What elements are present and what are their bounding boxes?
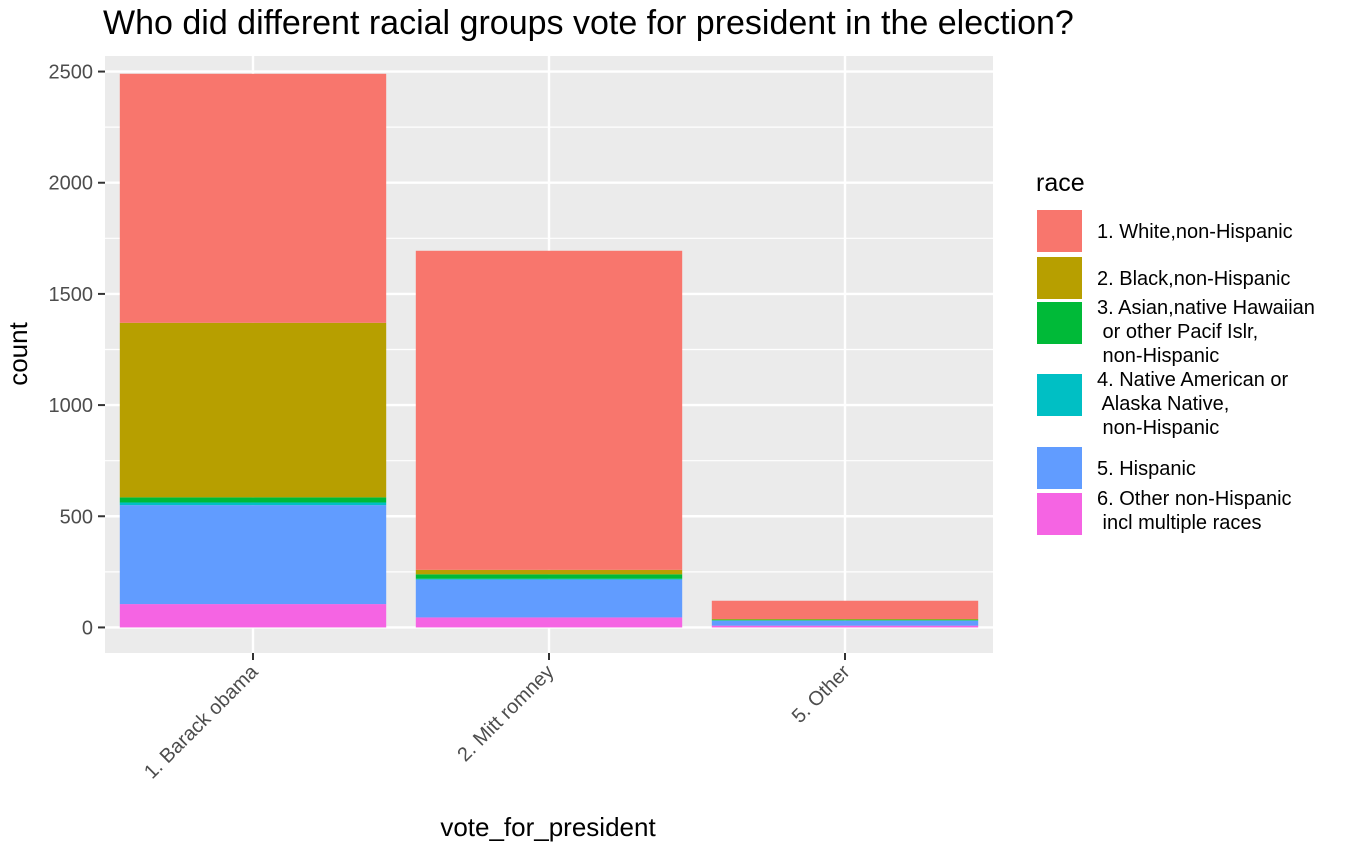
- bars: [119, 73, 979, 628]
- x-tick-label: 1. Barack obama: [140, 660, 263, 783]
- legend-label: 2. Black,non-Hispanic: [1097, 268, 1290, 290]
- legend-label: 3. Asian,native Hawaiian or other Pacif …: [1097, 297, 1315, 367]
- bar-segment: [119, 497, 387, 503]
- bar-segment: [119, 604, 387, 628]
- legend-key: [1037, 374, 1082, 416]
- x-tick-label: 2. Mitt romney: [453, 661, 558, 766]
- y-tick-label: 500: [60, 506, 93, 528]
- legend-label: 1. White,non-Hispanic: [1097, 221, 1293, 243]
- bar-segment: [415, 574, 683, 579]
- y-tick-label: 0: [82, 617, 93, 639]
- y-tick-label: 2000: [49, 173, 94, 195]
- bar-segment: [119, 73, 387, 323]
- bar-segment: [119, 505, 387, 605]
- legend-label: 4. Native American or Alaska Native, non…: [1097, 369, 1289, 439]
- legend-key: [1037, 302, 1082, 344]
- legend-key: [1037, 447, 1082, 489]
- legend: race 1. White,non-Hispanic 2. Black,non-H…: [1036, 169, 1315, 535]
- bar-segment: [711, 620, 979, 626]
- legend-label: 5. Hispanic: [1097, 458, 1196, 480]
- y-tick-label: 2500: [49, 62, 94, 84]
- bar-segment: [415, 578, 683, 580]
- y-axis-title: count: [3, 321, 33, 385]
- chart-title: Who did different racial groups vote for…: [103, 4, 1074, 42]
- bar-segment: [415, 250, 683, 570]
- bar-segment: [415, 569, 683, 575]
- bar-segment: [711, 618, 979, 620]
- legend-key: [1037, 493, 1082, 535]
- y-axis: 0 500 1000 1500 2000 2500: [49, 62, 105, 639]
- bar-segment: [711, 619, 979, 621]
- bar-segment: [711, 600, 979, 619]
- x-axis: 1. Barack obama 2. Mitt romney 5. Other: [140, 653, 855, 783]
- legend-key: [1037, 257, 1082, 299]
- x-tick-label: 5. Other: [788, 661, 855, 728]
- legend-label: 6. Other non-Hispanic incl multiple race…: [1097, 488, 1292, 534]
- bar-segment: [415, 617, 683, 628]
- bar-segment: [119, 502, 387, 506]
- bar-segment: [119, 322, 387, 498]
- bar-segment: [415, 579, 683, 618]
- legend-key: [1037, 210, 1082, 252]
- legend-title: race: [1036, 169, 1085, 197]
- x-axis-title: vote_for_president: [440, 812, 656, 842]
- bar-segment: [711, 625, 979, 628]
- y-tick-label: 1500: [49, 284, 94, 306]
- y-tick-label: 1000: [49, 395, 94, 417]
